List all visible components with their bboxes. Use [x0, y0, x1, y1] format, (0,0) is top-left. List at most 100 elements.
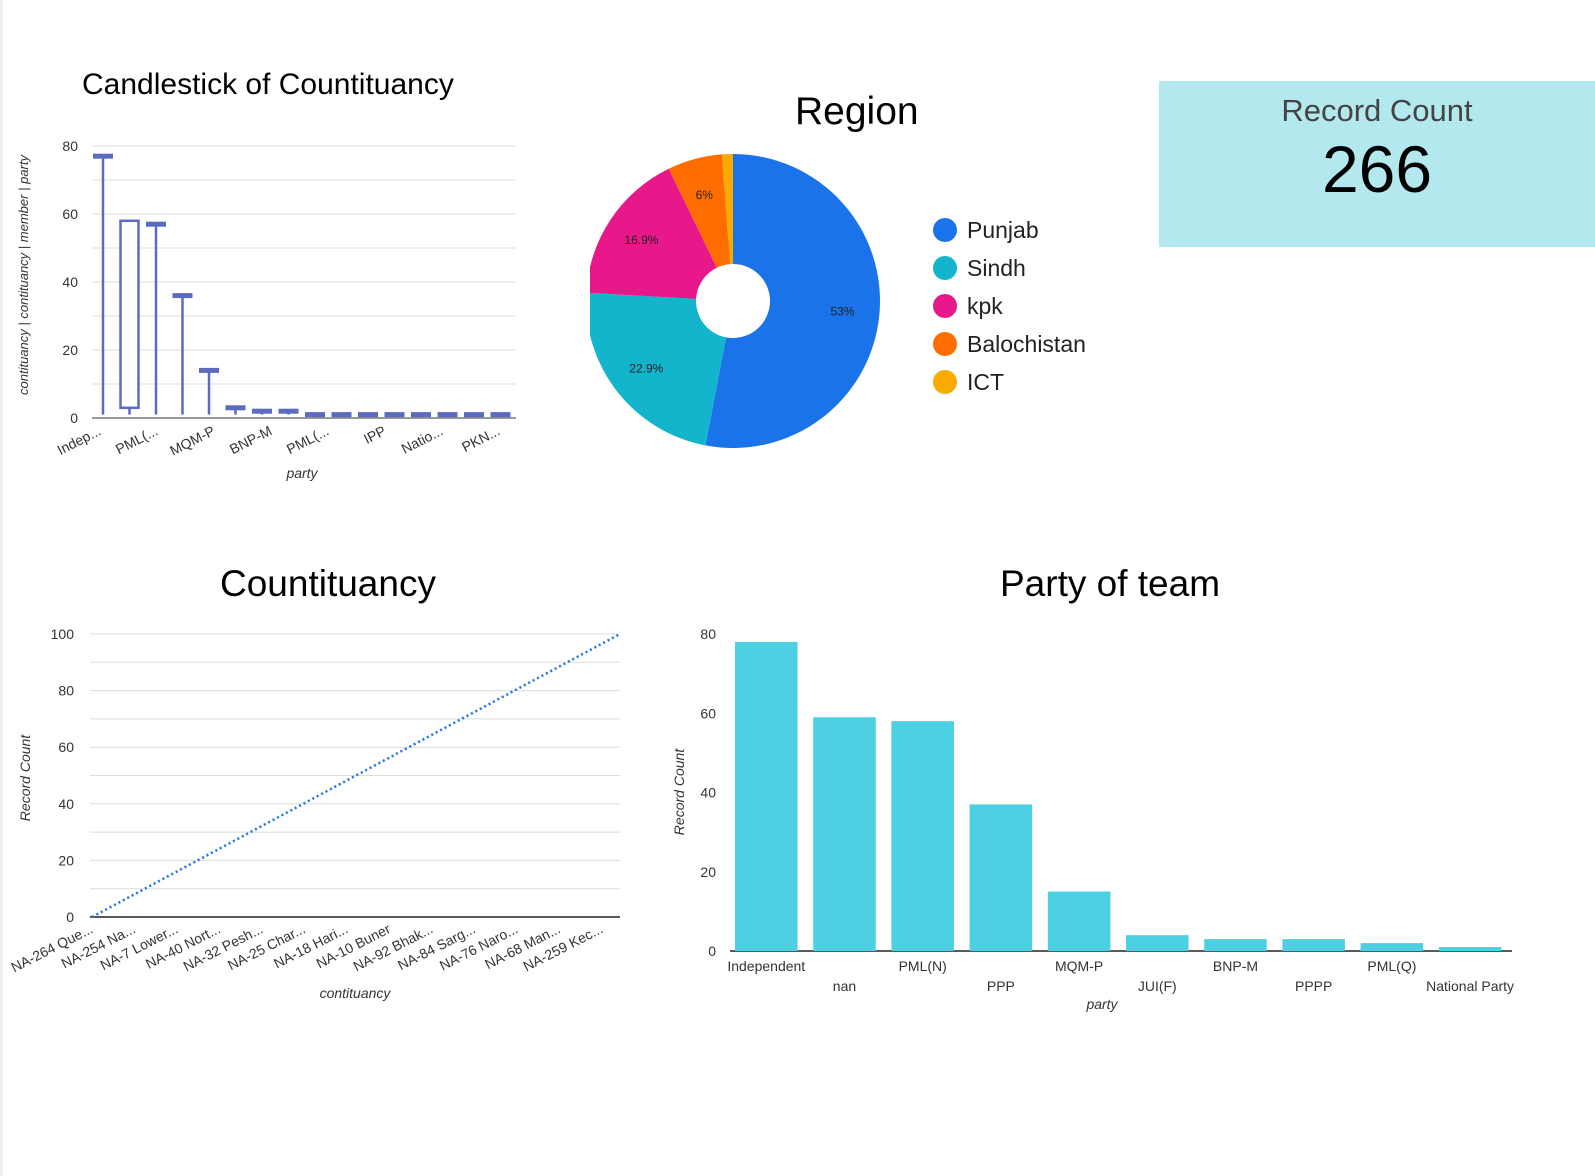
candle-mark — [305, 412, 325, 418]
line-ytick-label: 20 — [58, 852, 74, 868]
candle-xtick-label: PKN... — [459, 422, 502, 455]
bar-national-party — [1438, 947, 1502, 951]
region-slice-ict — [721, 154, 733, 265]
left-edge-rule — [0, 0, 3, 1176]
candle-ytick-label: 80 — [62, 138, 78, 154]
candle-y-axis-title: contituancy | contituancy | member | par… — [16, 154, 31, 395]
bar-jui-f- — [1126, 935, 1189, 951]
region-slice-kpk — [590, 168, 717, 299]
candle-ytick-label: 0 — [70, 410, 78, 426]
candle-body — [464, 412, 484, 418]
legend-dot-icon — [933, 370, 957, 394]
candle-body — [437, 412, 458, 418]
region-legend-item[interactable]: Balochistan — [933, 329, 1086, 359]
candle-mark — [199, 367, 219, 415]
bar-ytick-label: 0 — [708, 943, 716, 959]
region-legend-item[interactable]: ICT — [933, 367, 1004, 397]
legend-dot-icon — [933, 256, 957, 280]
region-slice-label: 6% — [696, 188, 714, 202]
candle-xtick-label: MQM-P — [167, 422, 217, 458]
region-slice-label: 53% — [830, 304, 854, 318]
candle-mark — [93, 153, 113, 415]
candle-body — [278, 408, 299, 414]
bar-x-axis-title: party — [1085, 996, 1118, 1012]
bar-ytick-label: 20 — [700, 864, 716, 880]
candle-xtick-label: IPP — [361, 422, 388, 447]
region-legend-label: Sindh — [967, 254, 1026, 281]
candle-body — [172, 293, 193, 299]
line-ytick-label: 0 — [66, 909, 74, 925]
bar-pml-n- — [891, 721, 954, 951]
candle-xtick-label: PML(... — [113, 422, 160, 457]
bar-xtick-label: JUI(F) — [1138, 978, 1177, 994]
candle-body — [490, 412, 511, 418]
candle-mark — [384, 412, 405, 418]
bar-nan — [813, 717, 876, 951]
region-slice-label: 22.9% — [629, 362, 663, 376]
line-ytick-label: 40 — [58, 796, 74, 812]
legend-dot-icon — [933, 294, 957, 318]
candlestick-title: Candlestick of Countituancy — [82, 68, 454, 101]
candle-mark — [490, 412, 511, 418]
region-slice-balochistan — [668, 154, 731, 268]
bar-pml-q- — [1360, 943, 1424, 951]
candle-mark — [172, 293, 193, 415]
candle-body — [305, 412, 325, 418]
bar-ytick-label: 80 — [700, 626, 716, 642]
scorecard-label: Record Count — [1281, 93, 1473, 128]
bar-bnp-m — [1204, 939, 1267, 951]
candle-ytick-label: 20 — [62, 342, 78, 358]
candle-x-axis-title: party — [285, 465, 318, 481]
candle-body — [146, 221, 166, 227]
bar-pppp — [1282, 939, 1345, 951]
line-ytick-label: 100 — [51, 626, 75, 642]
region-legend: Punjab Sindh kpk Balochistan ICT — [933, 215, 1153, 415]
candle-ytick-label: 60 — [62, 206, 78, 222]
bar-mqm-p — [1047, 891, 1111, 951]
region-donut-chart: 53% 22.9% 16.9% 6% — [590, 154, 880, 448]
bar-xtick-label: nan — [833, 978, 856, 994]
candle-xtick-label: Indep... — [54, 422, 103, 457]
legend-dot-icon — [933, 332, 957, 356]
candle-body — [331, 412, 352, 418]
region-slice-label: 16.9% — [624, 233, 658, 247]
line-y-axis-title: Record Count — [17, 734, 33, 821]
region-legend-item[interactable]: Punjab — [933, 215, 1039, 245]
candle-body — [199, 367, 219, 373]
candle-mark — [146, 221, 166, 415]
bar-xtick-label: MQM-P — [1055, 958, 1103, 974]
candle-body — [411, 412, 431, 418]
candle-mark — [437, 412, 458, 418]
region-legend-item[interactable]: Sindh — [933, 253, 1026, 283]
candle-body — [225, 405, 246, 411]
region-slice-sindh — [590, 292, 727, 446]
candle-mark — [252, 408, 272, 415]
region-legend-label: Balochistan — [967, 330, 1086, 357]
candle-mark — [464, 412, 484, 418]
bar-xtick-label: PML(Q) — [1367, 958, 1416, 974]
bar-xtick-label: PML(N) — [899, 958, 947, 974]
candle-mark — [358, 412, 378, 418]
line-x-axis-title: contituancy — [320, 985, 392, 1001]
legend-dot-icon — [933, 218, 957, 242]
bar-xtick-label: PPP — [987, 978, 1015, 994]
bar-xtick-label: Independent — [727, 958, 805, 974]
bar-xtick-label: BNP-M — [1213, 958, 1258, 974]
candle-body — [384, 412, 405, 418]
region-legend-item[interactable]: kpk — [933, 291, 1003, 321]
candle-mark — [331, 412, 352, 418]
candle-xtick-label: BNP-M — [227, 422, 274, 457]
region-legend-label: ICT — [967, 368, 1005, 395]
line-ytick-label: 80 — [58, 683, 74, 699]
countituancy-title: Countituancy — [220, 563, 436, 604]
candle-mark — [119, 219, 140, 415]
candle-mark — [278, 408, 299, 415]
candle-ytick-label: 40 — [62, 274, 78, 290]
region-slice-punjab — [705, 154, 880, 448]
candle-body — [119, 219, 140, 410]
candle-body — [358, 412, 378, 418]
region-legend-label: kpk — [967, 292, 1003, 319]
bar-xtick-label: PPPP — [1295, 978, 1332, 994]
